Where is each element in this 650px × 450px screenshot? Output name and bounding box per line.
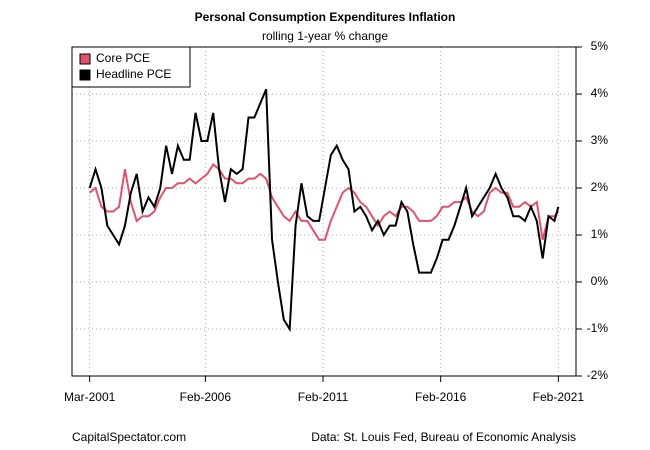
legend-swatch (79, 69, 91, 81)
y-tick-label: -1% (587, 321, 609, 335)
legend-box (71, 46, 191, 88)
x-tick-label: Feb-2011 (298, 390, 349, 404)
legend-swatch (79, 53, 91, 65)
legend-label: Core PCE (96, 51, 150, 65)
y-tick-label: 5% (591, 39, 609, 53)
x-tick-label: Feb-2016 (415, 390, 467, 404)
chart-title: Personal Consumption Expenditures Inflat… (195, 10, 456, 24)
x-tick-label: Feb-2006 (180, 390, 232, 404)
y-tick-label: 3% (591, 133, 609, 147)
legend-label: Headline PCE (96, 67, 171, 81)
x-tick-label: Mar-2001 (64, 390, 116, 404)
chart-subtitle: rolling 1-year % change (262, 29, 388, 43)
series-line (89, 163, 560, 241)
y-tick-label: 2% (591, 180, 609, 194)
x-tick-label: Feb-2021 (533, 390, 585, 404)
series-line (88, 88, 560, 333)
source-left: CapitalSpectator.com (72, 430, 186, 444)
y-tick-label: 1% (591, 227, 609, 241)
plot-frame (71, 46, 577, 377)
y-tick-label: -2% (587, 368, 609, 382)
y-tick-label: 4% (591, 86, 609, 100)
y-tick-label: 0% (591, 274, 609, 288)
source-right: Data: St. Louis Fed, Bureau of Economic … (311, 430, 576, 444)
